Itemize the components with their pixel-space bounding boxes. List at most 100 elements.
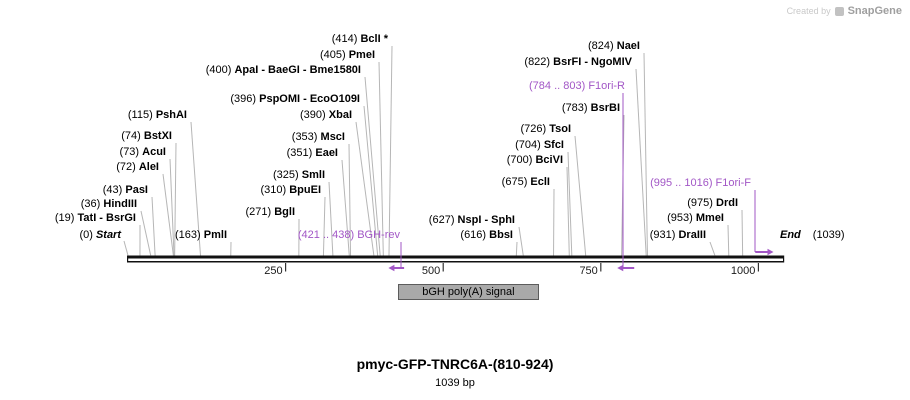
leader-line <box>140 210 152 256</box>
enzyme-label[interactable]: (675) EclI <box>502 176 550 189</box>
enzyme-name: MscI <box>320 131 345 143</box>
start-position: (0) <box>79 229 96 241</box>
enzyme-position: (390) <box>300 109 329 121</box>
enzyme-position: (310) <box>260 184 290 196</box>
leader-line <box>567 151 573 256</box>
enzyme-label[interactable]: (310) BpuEI <box>260 184 321 197</box>
ruler-number: 500 <box>421 265 441 277</box>
leader-line <box>322 196 326 256</box>
enzyme-position: (824) <box>588 40 617 52</box>
enzyme-position: (616) <box>460 229 490 241</box>
leader-line <box>123 240 129 256</box>
enzyme-name: SmlI <box>301 169 325 181</box>
enzyme-name: NaeI <box>616 40 640 52</box>
enzyme-position: (351) <box>286 147 316 159</box>
watermark-brand: SnapGene <box>847 5 902 17</box>
map-title: pmyc-GFP-TNRC6A-(810-924) <box>356 356 554 372</box>
enzyme-label[interactable]: (405) PmeI <box>320 49 375 62</box>
enzyme-label[interactable]: (325) SmlI <box>273 169 325 182</box>
enzyme-position: (325) <box>273 169 302 181</box>
enzyme-name: BglI <box>274 206 295 218</box>
enzyme-position: (704) <box>515 139 544 151</box>
enzyme-label[interactable]: (351) EaeI <box>287 147 338 160</box>
enzyme-position: (675) <box>501 176 531 188</box>
enzyme-position: (72) <box>116 161 139 173</box>
start-name: Start <box>95 229 121 241</box>
enzyme-label[interactable]: (616) BbsI <box>460 229 513 242</box>
enzyme-label[interactable]: (975) DrdI <box>687 197 738 210</box>
primer-range: (784 .. 803) <box>529 80 589 92</box>
watermark-prefix: Created by <box>786 6 831 16</box>
enzyme-position: (400) <box>205 64 235 76</box>
enzyme-name: TsoI <box>549 123 571 135</box>
enzyme-label[interactable]: (353) MscI <box>292 131 345 144</box>
enzyme-label[interactable]: (115) PshAI <box>128 109 187 122</box>
enzyme-name: HindIII <box>103 198 137 210</box>
enzyme-name: AcuI <box>142 146 166 158</box>
primer-range: (421 .. 438) <box>297 229 358 241</box>
enzyme-label[interactable]: (627) NspI - SphI <box>429 214 515 227</box>
enzyme-label[interactable]: (396) PspOMI - EcoO109I <box>230 93 360 106</box>
enzyme-name: BstXI <box>143 130 172 142</box>
enzyme-name: PmlI <box>203 229 227 241</box>
enzyme-label[interactable]: (390) XbaI <box>300 109 352 122</box>
enzyme-position: (19) <box>54 212 78 224</box>
snapgene-logo-icon <box>834 6 844 16</box>
leader-line <box>190 121 201 256</box>
enzyme-name: EaeI <box>315 147 338 159</box>
enzyme-label[interactable]: (163) PmlI <box>175 229 227 242</box>
primer-arrowhead <box>617 264 624 272</box>
leader-line <box>378 61 384 256</box>
leader-line <box>348 143 352 256</box>
start-label[interactable]: (0) Start <box>79 229 121 242</box>
enzyme-name: XbaI <box>328 109 352 121</box>
enzyme-label[interactable]: (19) TatI - BsrGI <box>55 212 136 225</box>
enzyme-label[interactable]: (43) PasI <box>103 184 148 197</box>
enzyme-label[interactable]: (824) NaeI <box>588 40 640 53</box>
enzyme-label[interactable]: (783) BsrBI <box>562 102 620 115</box>
enzyme-name: SfcI <box>543 139 564 151</box>
primer-arrowhead <box>388 264 395 272</box>
enzyme-label[interactable]: (400) ApaI - BaeGI - Bme1580I <box>206 64 361 77</box>
primer-name: F1ori-F <box>715 177 751 189</box>
enzyme-label[interactable]: (822) BsrFI - NgoMIV <box>524 56 632 69</box>
leader-line <box>515 241 518 256</box>
leader-line <box>574 135 587 256</box>
enzyme-name: PmeI <box>348 49 375 61</box>
enzyme-label[interactable]: (73) AcuI <box>120 146 166 159</box>
enzyme-label[interactable]: (271) BglI <box>245 206 295 219</box>
enzyme-label[interactable]: (36) HindIII <box>81 198 137 211</box>
enzyme-label[interactable]: (704) SfcI <box>515 139 564 152</box>
enzyme-label[interactable]: (931) DraIII <box>650 229 706 242</box>
feature-bgh-polya-signal[interactable]: bGH poly(A) signal <box>397 284 540 300</box>
enzyme-position: (953) <box>667 212 696 224</box>
primer-label[interactable]: (421 .. 438) BGH-rev <box>298 229 400 242</box>
primer-label[interactable]: (784 .. 803) F1ori-R <box>529 80 625 93</box>
enzyme-label[interactable]: (726) TsoI <box>520 123 571 136</box>
ruler-number: 1000 <box>730 265 756 277</box>
enzyme-name: BciVI <box>535 154 563 166</box>
enzyme-name: PshAI <box>155 109 187 121</box>
enzyme-name: AleI <box>138 161 159 173</box>
enzyme-position: (115) <box>127 109 156 121</box>
enzyme-name: BsrBI <box>590 102 620 114</box>
enzyme-label[interactable]: (700) BciVI <box>507 154 563 167</box>
enzyme-name: MmeI <box>695 212 724 224</box>
leader-line <box>363 105 379 256</box>
enzyme-label[interactable]: (414) BclI * <box>332 33 388 46</box>
enzyme-label[interactable]: (74) BstXI <box>121 130 172 143</box>
enzyme-label[interactable]: (72) AleI <box>116 161 159 174</box>
enzyme-name: NspI - SphI <box>457 214 515 226</box>
enzyme-label[interactable]: (953) MmeI <box>667 212 724 225</box>
end-label[interactable]: End (1039) <box>780 229 845 242</box>
leader-line <box>174 142 177 256</box>
leader-line <box>169 158 175 256</box>
enzyme-position: (163) <box>175 229 204 241</box>
primer-arrowhead <box>767 248 774 256</box>
primer-name: BGH-rev <box>357 229 400 241</box>
enzyme-position: (822) <box>524 56 554 68</box>
enzyme-position: (74) <box>121 130 144 142</box>
sequence-line-top <box>128 255 783 259</box>
primer-label[interactable]: (995 .. 1016) F1ori-F <box>650 177 751 190</box>
leader-line <box>635 68 647 256</box>
